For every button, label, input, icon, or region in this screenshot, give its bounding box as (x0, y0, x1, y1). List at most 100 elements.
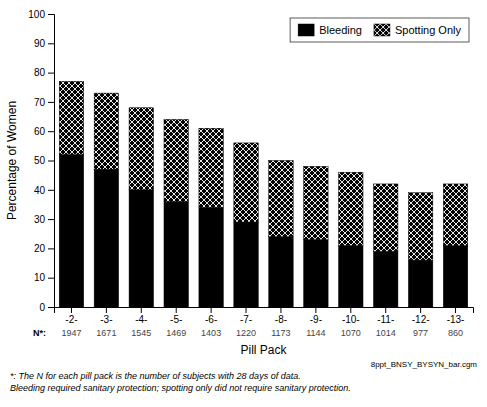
bar (373, 251, 397, 307)
x-axis-title: Pill Pack (240, 343, 287, 357)
tick-label: 0 (39, 302, 45, 313)
tick-label: 70 (34, 97, 46, 108)
bar (304, 166, 328, 239)
bar (269, 161, 293, 237)
n-value: 1947 (61, 328, 81, 338)
legend-frame (290, 18, 469, 42)
tick-label: 50 (34, 155, 46, 166)
tick: 60 (34, 126, 54, 137)
tick-label: -11- (377, 314, 394, 325)
bar (129, 190, 153, 307)
bar (408, 260, 432, 307)
n-value: 860 (448, 328, 463, 338)
tick-mark (48, 248, 54, 249)
y-axis-title: Percentage of Women (5, 101, 19, 220)
tick-mark (420, 307, 421, 313)
tick: -11- (377, 307, 394, 325)
tick-mark (350, 307, 351, 313)
legend-swatch (374, 24, 390, 36)
tick: -2- (65, 307, 77, 325)
legend-swatch (298, 24, 314, 36)
tick-label: -5- (170, 314, 182, 325)
n-value: 1070 (341, 328, 361, 338)
tick: -3- (100, 307, 112, 325)
n-value: 1469 (166, 328, 186, 338)
footnote: *: The N for each pill pack is the numbe… (10, 371, 301, 381)
bar (94, 169, 118, 307)
legend: BleedingSpotting Only (290, 18, 469, 42)
tick-label: -9- (310, 314, 322, 325)
tick: 20 (34, 243, 54, 254)
tick-label: -4- (135, 314, 147, 325)
tick-label: 100 (28, 9, 45, 20)
tick-label: -10- (342, 314, 360, 325)
tick-mark (246, 307, 247, 313)
chart: 0 10 20 30 40 50 60 70 80 90 100 -2- -3- -4- -5- -6- -7-… (0, 0, 487, 407)
n-value: 1173 (271, 328, 290, 338)
plot-area: 0 10 20 30 40 50 60 70 80 90 100 -2- -3- -4- -5- -6- -7-… (5, 9, 474, 357)
tick: -4- (135, 307, 147, 325)
bar (408, 193, 432, 260)
series-bars (59, 81, 468, 260)
bar (339, 172, 363, 245)
bar (269, 237, 293, 307)
n-value: 1403 (201, 328, 221, 338)
bar (234, 222, 258, 307)
bar (443, 184, 467, 246)
tick-label: 20 (34, 243, 46, 254)
tick-mark (211, 307, 212, 313)
tick-mark (176, 307, 177, 313)
tick: -6- (205, 307, 217, 325)
tick: -12- (412, 307, 430, 325)
tick-mark (455, 307, 456, 313)
tick: 0 (39, 302, 54, 313)
tick-label: -3- (100, 314, 112, 325)
legend-label: Bleeding (319, 24, 362, 36)
tick-label: 90 (34, 38, 46, 49)
series-bars (59, 155, 468, 307)
tick: -13- (447, 307, 465, 325)
tick-label: -6- (205, 314, 217, 325)
tick-mark (315, 307, 316, 313)
tick-mark (48, 307, 54, 308)
tick-mark (48, 73, 54, 74)
tick-label: -2- (65, 314, 77, 325)
tick-mark (71, 307, 72, 313)
bar (373, 184, 397, 251)
tick: -5- (170, 307, 182, 325)
tick: 100 (28, 9, 54, 20)
tick: 50 (34, 155, 54, 166)
bar (59, 155, 83, 307)
axis-line (55, 308, 474, 314)
n-value: 1014 (376, 328, 396, 338)
tick-mark (48, 102, 54, 103)
bar (199, 128, 223, 207)
tick: -10- (342, 307, 360, 325)
tick-label: -7- (240, 314, 252, 325)
bar (129, 108, 153, 190)
tick: 90 (34, 38, 54, 49)
tick-mark (48, 43, 54, 44)
tick-label: -13- (447, 314, 465, 325)
tick-mark (280, 307, 281, 313)
tick-label: 80 (34, 67, 46, 78)
tick-label: -8- (275, 314, 287, 325)
tick: -9- (310, 307, 322, 325)
n-value: 1144 (306, 328, 325, 338)
tick-mark (48, 131, 54, 132)
tick-mark (385, 307, 386, 313)
bar (443, 245, 467, 307)
bar (164, 202, 188, 307)
n-value: 1220 (236, 328, 256, 338)
tick-label: 60 (34, 126, 46, 137)
x-axis: -2- -3- -4- -5- -6- -7- -8- -9- -10- -11- -12- -13- (55, 307, 474, 325)
tick-label: 30 (34, 214, 46, 225)
bar (304, 240, 328, 307)
tick: 40 (34, 185, 54, 196)
tick: 10 (34, 272, 54, 283)
n-label: N*: (33, 328, 46, 338)
bars (59, 81, 468, 307)
tick-mark (141, 307, 142, 313)
file-label: 8ppt_BNSY_BYSYN_bar.cgm (371, 360, 478, 369)
axis-line (48, 15, 55, 308)
